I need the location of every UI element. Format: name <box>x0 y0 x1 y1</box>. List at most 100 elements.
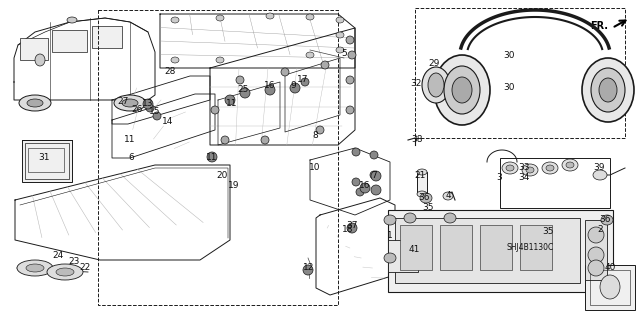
Ellipse shape <box>216 57 224 63</box>
Text: 28: 28 <box>164 68 176 77</box>
Text: 1: 1 <box>387 231 393 240</box>
Ellipse shape <box>207 152 217 162</box>
Text: 6: 6 <box>128 152 134 161</box>
Text: 21: 21 <box>414 170 426 180</box>
Text: 39: 39 <box>593 164 605 173</box>
Ellipse shape <box>384 215 396 225</box>
Text: 40: 40 <box>604 263 616 271</box>
Text: 24: 24 <box>52 251 63 261</box>
Bar <box>417 172 427 194</box>
Text: 5: 5 <box>341 48 347 57</box>
Ellipse shape <box>422 67 450 103</box>
Text: 35: 35 <box>542 227 554 236</box>
Bar <box>520 225 552 270</box>
Text: 30: 30 <box>503 84 515 93</box>
Ellipse shape <box>566 162 574 168</box>
Ellipse shape <box>352 178 360 186</box>
Ellipse shape <box>346 106 354 114</box>
Ellipse shape <box>417 169 427 175</box>
Bar <box>415 8 625 138</box>
Text: 25: 25 <box>237 85 249 93</box>
Text: 12: 12 <box>303 263 315 272</box>
Text: 16: 16 <box>264 81 276 91</box>
Ellipse shape <box>588 227 604 243</box>
Ellipse shape <box>599 78 617 102</box>
Ellipse shape <box>336 47 344 53</box>
Ellipse shape <box>171 57 179 63</box>
Ellipse shape <box>281 68 289 76</box>
Ellipse shape <box>546 165 554 171</box>
Ellipse shape <box>347 223 357 233</box>
Text: 41: 41 <box>408 244 420 254</box>
Text: 9: 9 <box>290 81 296 91</box>
Ellipse shape <box>216 15 224 21</box>
Ellipse shape <box>588 247 604 263</box>
Ellipse shape <box>591 68 625 112</box>
Ellipse shape <box>171 17 179 23</box>
Text: 23: 23 <box>68 257 80 266</box>
Bar <box>440 225 472 270</box>
Ellipse shape <box>301 78 309 86</box>
Ellipse shape <box>265 85 275 95</box>
Ellipse shape <box>506 165 514 171</box>
Ellipse shape <box>522 164 538 176</box>
Text: 11: 11 <box>124 135 136 144</box>
Ellipse shape <box>336 17 344 23</box>
Text: 7: 7 <box>371 170 377 180</box>
Ellipse shape <box>316 126 324 134</box>
Text: 13: 13 <box>142 100 154 108</box>
Ellipse shape <box>542 162 558 174</box>
Bar <box>400 225 432 270</box>
Text: 14: 14 <box>163 116 173 125</box>
Ellipse shape <box>428 73 444 97</box>
Text: 2: 2 <box>597 226 603 234</box>
Ellipse shape <box>303 265 313 275</box>
Ellipse shape <box>444 66 480 114</box>
Text: 11: 11 <box>227 99 237 108</box>
Ellipse shape <box>582 58 634 122</box>
Ellipse shape <box>593 170 607 180</box>
Ellipse shape <box>348 51 356 59</box>
Ellipse shape <box>444 213 456 223</box>
Bar <box>52 30 87 52</box>
Bar <box>480 225 512 270</box>
Bar <box>20 38 48 60</box>
Ellipse shape <box>306 14 314 20</box>
Ellipse shape <box>146 104 154 112</box>
Ellipse shape <box>122 99 138 107</box>
Bar <box>92 26 122 48</box>
Ellipse shape <box>290 83 300 93</box>
Ellipse shape <box>221 136 229 144</box>
Ellipse shape <box>26 264 44 272</box>
Ellipse shape <box>452 77 472 103</box>
Ellipse shape <box>434 55 490 125</box>
Ellipse shape <box>225 95 235 105</box>
Ellipse shape <box>417 191 427 197</box>
Ellipse shape <box>601 215 613 225</box>
Ellipse shape <box>27 99 43 107</box>
Ellipse shape <box>371 171 381 181</box>
Bar <box>98 10 338 305</box>
Ellipse shape <box>35 54 45 66</box>
Text: 37: 37 <box>346 221 358 231</box>
Ellipse shape <box>588 260 604 276</box>
Ellipse shape <box>404 213 416 223</box>
Ellipse shape <box>356 188 364 196</box>
Text: 19: 19 <box>228 181 240 189</box>
Text: 10: 10 <box>309 162 321 172</box>
Text: 27: 27 <box>117 98 129 107</box>
Text: 22: 22 <box>79 263 91 272</box>
Text: FR.: FR. <box>590 21 608 31</box>
Text: SHJ4B1130C: SHJ4B1130C <box>506 243 554 253</box>
Ellipse shape <box>240 88 250 98</box>
Ellipse shape <box>321 61 329 69</box>
Text: 29: 29 <box>428 58 440 68</box>
Ellipse shape <box>420 193 432 203</box>
Ellipse shape <box>19 95 51 111</box>
Ellipse shape <box>143 99 153 109</box>
Ellipse shape <box>261 136 269 144</box>
Text: 8: 8 <box>312 130 318 139</box>
Ellipse shape <box>266 13 274 19</box>
Text: 11: 11 <box>206 152 218 161</box>
Ellipse shape <box>211 106 219 114</box>
